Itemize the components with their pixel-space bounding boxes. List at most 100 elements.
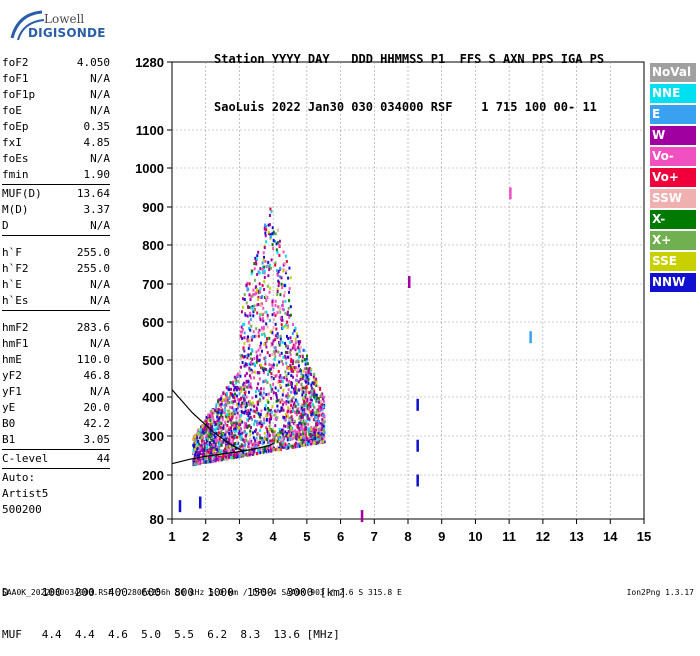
echo-dot	[265, 310, 268, 314]
echo-dot	[230, 441, 233, 445]
echo-dot	[277, 270, 280, 274]
x-tick-label: 1	[168, 529, 175, 544]
echo-dot	[256, 441, 259, 445]
echo-dot	[194, 441, 197, 445]
echo-dot	[269, 383, 272, 387]
echo-dot	[262, 380, 265, 384]
echo-dot	[253, 409, 256, 413]
echo-dot	[313, 411, 316, 415]
echo-dot	[236, 374, 239, 378]
param-label: yF1	[2, 385, 22, 398]
echo-dot	[228, 434, 231, 438]
echo-dot	[255, 360, 258, 364]
echo-dot	[259, 345, 262, 349]
echo-cluster	[416, 474, 419, 487]
echo-dot	[266, 284, 269, 288]
echo-dot	[280, 376, 283, 380]
echo-dot	[242, 453, 245, 457]
echo-dot	[310, 383, 313, 387]
echo-dot	[214, 428, 217, 432]
echo-dot	[321, 438, 324, 442]
echo-dot	[302, 390, 305, 394]
param-row: foEs N/A	[2, 151, 110, 167]
echo-dot	[304, 412, 307, 416]
echo-dot	[262, 325, 265, 329]
echo-dot	[274, 232, 277, 236]
echo-dot	[311, 436, 314, 440]
echo-dot	[317, 431, 320, 435]
echo-dot	[291, 332, 294, 336]
echo-dot	[246, 356, 249, 360]
echo-dot	[226, 449, 229, 453]
echo-dot	[307, 437, 310, 441]
echo-dot	[224, 392, 227, 396]
param-label: hmF2	[2, 321, 29, 334]
echo-dot	[245, 371, 248, 375]
echo-dot	[294, 398, 297, 402]
echo-dot	[260, 425, 263, 429]
echo-dot	[275, 433, 278, 437]
echo-dot	[249, 433, 252, 437]
param-value: 283.6	[76, 321, 110, 334]
echo-dot	[307, 381, 310, 385]
echo-dot	[196, 447, 199, 451]
echo-dot	[278, 427, 281, 431]
echo-dot	[249, 357, 252, 361]
y-tick-label: 80	[150, 512, 164, 527]
echo-dot	[232, 456, 235, 460]
echo-dot	[274, 346, 277, 350]
echo-dot	[289, 336, 292, 340]
echo-dot	[302, 421, 305, 425]
echo-dot	[284, 430, 287, 434]
echo-dot	[254, 256, 257, 260]
echo-dot	[246, 410, 249, 414]
echo-dot	[302, 369, 305, 373]
echo-dot	[317, 433, 320, 437]
echo-dot	[261, 271, 264, 275]
echo-dot	[250, 450, 253, 454]
echo-dot	[240, 386, 243, 390]
echo-dot	[300, 382, 303, 386]
x-tick-label: 6	[337, 529, 344, 544]
echo-dot	[274, 303, 277, 307]
echo-dot	[288, 266, 291, 270]
echo-dot	[253, 267, 256, 271]
echo-dot	[275, 248, 278, 252]
echo-dot	[218, 454, 221, 458]
echo-dot	[229, 421, 232, 425]
echo-dot	[220, 423, 223, 427]
echo-dot	[301, 415, 304, 419]
echo-dot	[258, 433, 261, 437]
echo-dot	[272, 391, 275, 395]
echo-dot	[306, 368, 309, 372]
echo-dot	[298, 341, 301, 345]
echo-dot	[222, 456, 225, 460]
echo-dot	[318, 408, 321, 412]
echo-dot	[226, 396, 229, 400]
echo-dot	[230, 432, 233, 436]
echo-dot	[310, 413, 313, 417]
echo-dot	[203, 459, 206, 463]
echo-dot	[261, 367, 264, 371]
echo-dot	[282, 445, 285, 449]
echo-dot	[234, 399, 237, 403]
echo-dot	[257, 443, 260, 447]
echo-dot	[194, 438, 197, 442]
echo-dot	[240, 453, 243, 457]
echo-dot	[259, 267, 262, 271]
echo-cluster	[416, 398, 419, 411]
echo-dot	[302, 396, 305, 400]
echo-dot	[249, 385, 252, 389]
echo-dot	[256, 303, 259, 307]
echo-dot	[300, 372, 303, 376]
param-value: 3.37	[83, 203, 111, 216]
echo-dot	[204, 450, 207, 454]
echo-dot	[245, 452, 248, 456]
echo-dot	[231, 445, 234, 449]
echo-dot	[287, 406, 290, 410]
echo-dot	[251, 305, 254, 309]
echo-dot	[237, 421, 240, 425]
echo-dot	[192, 448, 195, 452]
echo-dot	[255, 428, 258, 432]
echo-dot	[294, 404, 297, 408]
